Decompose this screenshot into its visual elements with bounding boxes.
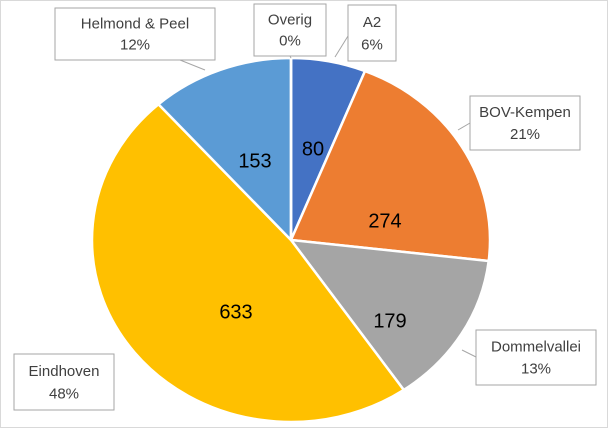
callout-box <box>13 353 115 411</box>
pie-slice <box>289 69 492 263</box>
percent-label: 21% <box>510 126 540 143</box>
count-label: 633 <box>219 301 252 323</box>
percent-label: 48% <box>49 385 79 402</box>
category-label: Eindhoven <box>29 363 100 380</box>
category-label: BOV-Kempen <box>479 104 571 121</box>
leader-line <box>461 349 477 358</box>
callout-box <box>54 7 216 61</box>
pie-slice <box>156 56 293 244</box>
callout-box <box>253 3 327 57</box>
count-label: 80 <box>302 138 324 160</box>
count-label: 179 <box>373 310 406 332</box>
count-label: 153 <box>238 150 271 172</box>
category-label: A2 <box>363 14 381 31</box>
percent-label: 13% <box>521 361 551 378</box>
callout-box <box>469 95 581 151</box>
callout-box <box>347 4 397 62</box>
pie-slice <box>288 238 491 392</box>
count-label: 274 <box>368 210 401 232</box>
category-label: Helmond & Peel <box>81 16 189 33</box>
percent-label: 12% <box>120 36 150 53</box>
callout-box <box>475 329 597 386</box>
category-label: Overig <box>268 12 312 29</box>
percent-label: 6% <box>361 36 383 53</box>
leader-line <box>334 35 349 58</box>
leader-line <box>457 122 471 131</box>
leader-line <box>179 59 206 71</box>
pie-slice <box>90 102 406 424</box>
category-label: Dommelvallei <box>491 339 581 356</box>
percent-label: 0% <box>279 32 301 49</box>
